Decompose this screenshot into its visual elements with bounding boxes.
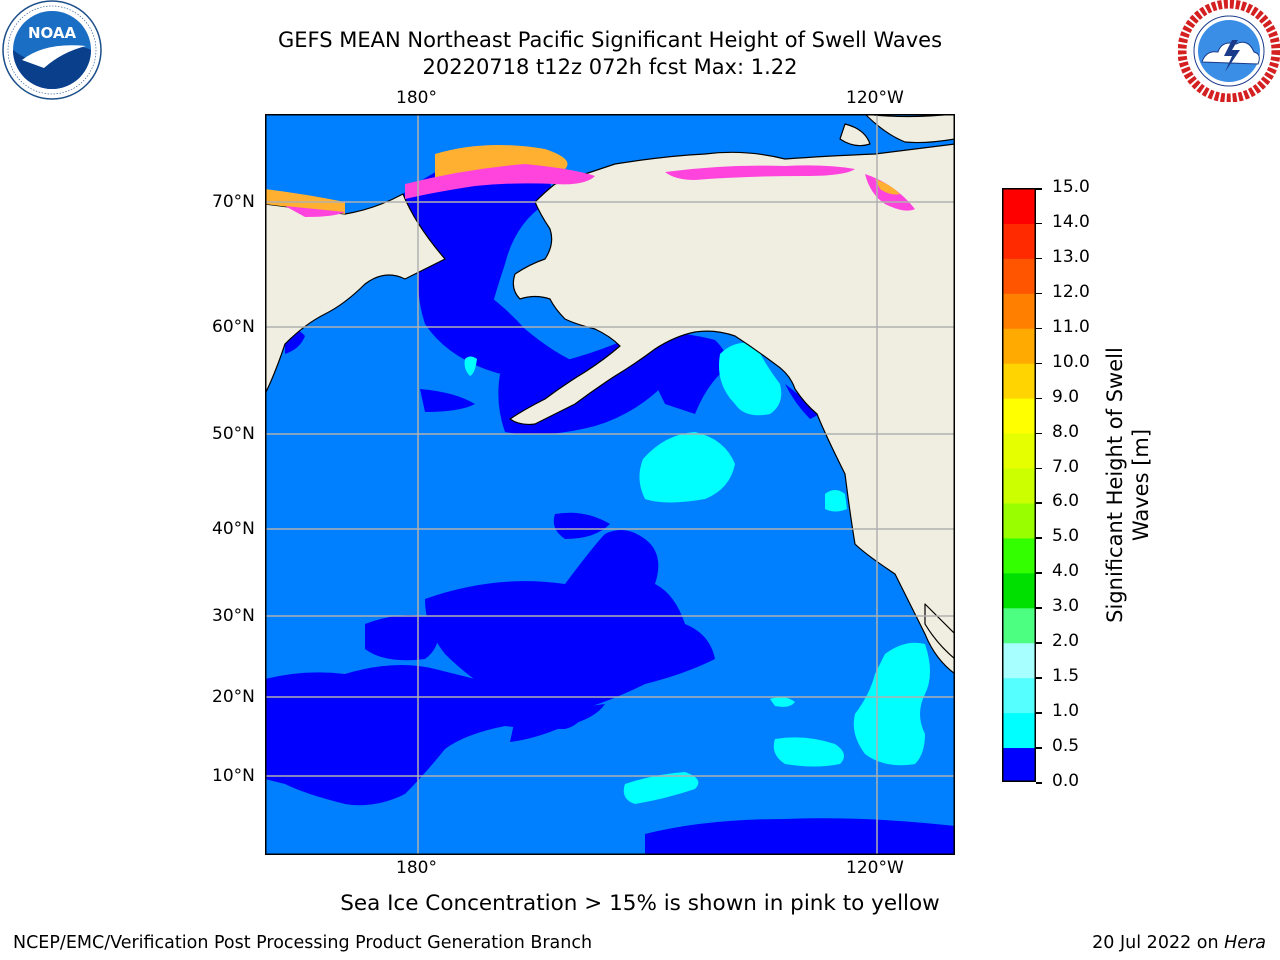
colorbar-tick-label: 15.0 xyxy=(1052,177,1090,197)
colorbar-tick-label: 5.0 xyxy=(1052,526,1080,547)
colorbar-label: Significant Height of Swell Waves [m] xyxy=(1103,347,1153,623)
footer-organization: NCEP/EMC/Verification Post Processing Pr… xyxy=(13,933,593,953)
colorbar-swatch xyxy=(1003,678,1035,714)
lat-label-50n: 50°N xyxy=(212,424,255,444)
colorbar-swatch xyxy=(1003,643,1035,679)
colorbar-tick-mark xyxy=(1036,292,1042,295)
colorbar-tick-label: 1.5 xyxy=(1052,666,1080,687)
nws-logo-icon xyxy=(1178,0,1280,102)
colorbar-tick-label: 13.0 xyxy=(1052,246,1090,267)
colorbar-tick-label: 10.0 xyxy=(1052,351,1090,372)
lat-label-30n: 30°N xyxy=(212,606,255,626)
colorbar-tick-label: 1.0 xyxy=(1052,701,1080,722)
colorbar-tick-mark xyxy=(1036,327,1042,330)
colorbar-swatch xyxy=(1003,433,1035,470)
cyan-swell-areas xyxy=(464,342,930,804)
colorbar-tick-mark xyxy=(1036,712,1042,714)
colorbar-swatch xyxy=(1003,258,1035,295)
colorbar-tick-label: 0.0 xyxy=(1052,771,1080,791)
colorbar-swatch xyxy=(1003,608,1035,644)
lon-label-bottom-120w: 120°W xyxy=(846,858,904,878)
lat-label-40n: 40°N xyxy=(212,519,255,539)
colorbar-swatch xyxy=(1003,713,1035,749)
colorbar-tick-label: 4.0 xyxy=(1052,561,1080,582)
noaa-logo-text: NOAA xyxy=(28,24,77,42)
lat-label-60n: 60°N xyxy=(212,317,255,337)
colorbar-swatch xyxy=(1003,468,1035,504)
chart-subtitle: 20220718 t12z 072h fcst Max: 1.22 xyxy=(422,55,798,79)
map-frame xyxy=(265,114,955,855)
colorbar-tick-mark xyxy=(1036,362,1042,365)
colorbar-swatch xyxy=(1003,189,1035,225)
footer-date-text: 20 Jul 2022 on xyxy=(1092,933,1225,953)
colorbar-swatch xyxy=(1003,328,1035,365)
colorbar-tick-mark xyxy=(1036,537,1042,539)
lat-label-20n: 20°N xyxy=(212,687,255,707)
colorbar-tick-mark xyxy=(1036,432,1042,435)
footer-machine: Hera xyxy=(1224,933,1266,953)
colorbar-swatch xyxy=(1003,538,1035,574)
noaa-logo-icon: NOAA xyxy=(2,0,102,100)
lon-label-bottom-180: 180° xyxy=(396,858,437,878)
colorbar-tick-label: 11.0 xyxy=(1052,316,1090,337)
colorbar-swatch xyxy=(1003,363,1035,400)
colorbar-swatch xyxy=(1003,503,1035,539)
colorbar-tick-mark xyxy=(1036,607,1042,609)
colorbar-tick-mark xyxy=(1036,642,1042,644)
colorbar-tick-mark xyxy=(1036,257,1042,260)
colorbar-tick-label: 2.0 xyxy=(1052,631,1080,652)
colorbar-tick-mark xyxy=(1036,572,1042,574)
colorbar-tick-mark xyxy=(1036,782,1042,784)
colorbar-swatch xyxy=(1003,398,1035,435)
colorbar-tick-mark xyxy=(1036,188,1042,190)
land-masses xyxy=(265,114,955,675)
colorbar-tick-label: 8.0 xyxy=(1052,421,1080,442)
colorbar-tick-mark xyxy=(1036,397,1042,400)
sea-ice-note: Sea Ice Concentration > 15% is shown in … xyxy=(340,891,940,916)
footer-date: 20 Jul 2022 on Hera xyxy=(1092,933,1266,953)
colorbar-swatch xyxy=(1003,748,1035,782)
colorbar-tick-label: 3.0 xyxy=(1052,596,1080,617)
lat-label-70n: 70°N xyxy=(212,192,255,212)
colorbar-tick-mark xyxy=(1036,467,1042,470)
colorbar-tick-label: 6.0 xyxy=(1052,491,1080,512)
colorbar-swatch xyxy=(1003,293,1035,330)
colorbar-tick-label: 14.0 xyxy=(1052,211,1090,232)
colorbar-tick-mark xyxy=(1036,677,1042,679)
colorbar-swatch xyxy=(1003,223,1035,260)
lon-label-top-120w: 120°W xyxy=(846,88,904,108)
lat-label-10n: 10°N xyxy=(212,766,255,786)
colorbar-tick-mark xyxy=(1036,747,1042,749)
colorbar-frame xyxy=(1002,188,1036,782)
colorbar xyxy=(1002,188,1036,782)
lon-label-top-180: 180° xyxy=(396,88,437,108)
colorbar-tick-label: 12.0 xyxy=(1052,281,1090,302)
graticule xyxy=(265,114,955,855)
colorbar-tick-label: 7.0 xyxy=(1052,456,1080,477)
colorbar-tick-mark xyxy=(1036,222,1042,225)
colorbar-tick-mark xyxy=(1036,502,1042,504)
colorbar-swatch xyxy=(1003,573,1035,609)
colorbar-tick-label: 0.5 xyxy=(1052,736,1080,757)
swell-height-map xyxy=(265,114,955,855)
chart-title: GEFS MEAN Northeast Pacific Significant … xyxy=(277,28,943,52)
colorbar-tick-label: 9.0 xyxy=(1052,386,1080,407)
